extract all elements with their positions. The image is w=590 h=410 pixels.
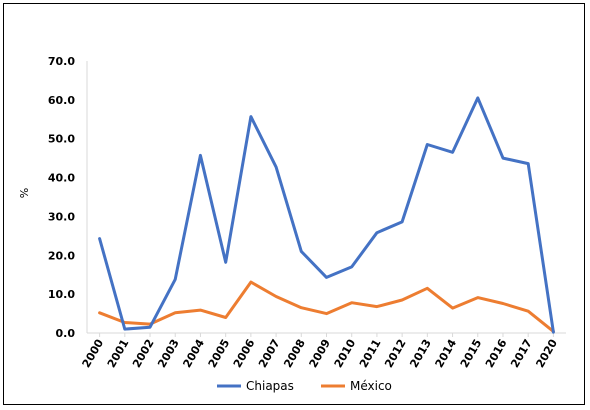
chart-frame: 0.0 10.0 20.0 30.0 40.0 50.0 60.0 70.0 2000 2001… <box>3 3 585 405</box>
x-tick-label: 2009 <box>307 337 334 370</box>
series-line-mexico <box>98 280 555 333</box>
x-tick-label: 2000 <box>80 337 107 370</box>
x-tick-label: 2005 <box>206 337 233 370</box>
x-tick-label: 2014 <box>433 337 460 370</box>
legend-label: Chiapas <box>246 379 294 393</box>
x-tick-label: 2001 <box>105 337 132 370</box>
x-tick-label: 2010 <box>332 337 359 370</box>
x-tick-label: 2017 <box>508 337 535 370</box>
y-axis: 0.0 10.0 20.0 30.0 40.0 50.0 60.0 70.0 <box>48 55 88 340</box>
x-axis: 2000200120022003200420052006200720082009… <box>80 332 566 370</box>
legend: Chiapas México <box>217 379 392 393</box>
y-tick-label: 40.0 <box>48 172 75 185</box>
x-tick-label: 2016 <box>483 337 510 370</box>
x-tick-label: 2004 <box>180 337 207 370</box>
y-tick-label: 60.0 <box>48 94 75 107</box>
y-axis-title: % <box>18 188 31 198</box>
x-tick-label: 2008 <box>281 337 308 370</box>
x-tick-label: 2011 <box>357 337 384 370</box>
series-line-chiapas <box>98 96 555 334</box>
y-tick-label: 30.0 <box>48 210 75 223</box>
x-tick-label: 2020 <box>533 337 560 370</box>
x-tick-label: 2013 <box>407 337 434 370</box>
x-tick-label: 2012 <box>382 337 409 370</box>
y-tick-label: 20.0 <box>48 249 75 262</box>
x-tick-label: 2006 <box>231 337 258 370</box>
legend-label: México <box>350 379 392 393</box>
y-tick-label: 50.0 <box>48 133 75 146</box>
y-tick-label: 10.0 <box>48 288 75 301</box>
y-tick-label: 70.0 <box>48 55 75 68</box>
y-tick-label: 0.0 <box>56 327 76 340</box>
x-tick-label: 2002 <box>130 337 157 370</box>
x-tick-label: 2003 <box>155 337 182 370</box>
x-tick-label: 2007 <box>256 337 283 370</box>
x-tick-label: 2015 <box>458 337 485 370</box>
series-lines <box>98 96 555 334</box>
line-chart: 0.0 10.0 20.0 30.0 40.0 50.0 60.0 70.0 20002001… <box>18 55 566 393</box>
